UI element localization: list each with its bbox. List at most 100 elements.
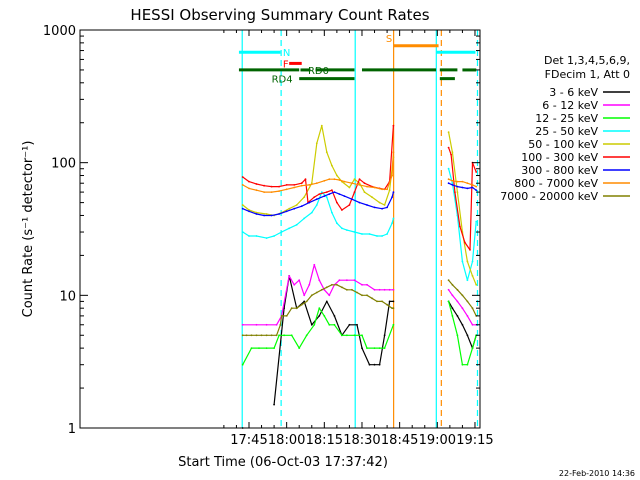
series-point-50-100-kev-7 [295,204,298,206]
series-point-12-25-kev-15 [341,334,343,337]
series-point-25-50-kev-12 [325,196,328,199]
series-point-50-100-kev-27 [456,191,459,194]
series-point-7000-20000-kev-33 [447,279,450,282]
series-point-6-12-kev-30 [471,323,474,326]
series-point-800-7000-kev-25 [451,179,454,182]
series-point-100-300-kev-6 [285,184,288,186]
legend-label-6-12-kev: 6 - 12 keV [542,99,598,112]
series-point-800-7000-kev-10 [315,182,318,185]
plot-frame [79,29,481,429]
series-point-800-7000-kev-20 [381,188,383,191]
series-point-25-50-kev-18 [361,233,363,235]
series-point-6-12-kev-0 [241,323,244,326]
legend-label-800-7000-kev: 800 - 7000 keV [514,177,598,190]
series-100-300-kev [241,124,478,251]
series-point-800-7000-kev-3 [263,191,265,194]
series-point-3-6-kev-11 [348,323,351,326]
series-point-300-800-kev-3 [263,214,265,217]
series-point-300-800-kev-10 [315,198,318,201]
series-point-800-7000-kev-12 [328,178,331,181]
series-point-6-12-kev-2 [265,323,268,326]
series-point-7000-20000-kev-34 [451,283,454,286]
series-800-7000-kev [241,151,478,194]
series-point-100-300-kev-5 [278,185,280,188]
legend-label-25-50-kev: 25 - 50 keV [535,125,598,138]
x-tick-label-5: 19:00 [419,433,456,448]
series-point-3-6-kev-22 [456,315,459,317]
series-point-800-7000-kev-9 [308,184,311,186]
series-point-100-300-kev-11 [313,196,316,199]
series-point-25-50-kev-8 [303,217,306,220]
series-point-300-800-kev-2 [255,213,258,215]
series-point-25-50-kev-3 [265,237,268,240]
series-point-50-100-kev-10 [315,142,318,145]
y-tick-label-1: 10 [59,289,76,304]
series-point-6-12-kev-15 [338,279,341,282]
x-tick-label-6: 19:15 [456,433,493,448]
y-tick-label-3: 1000 [43,24,76,39]
chart-title: HESSI Observing Summary Count Rates [130,6,429,24]
series-point-800-7000-kev-30 [475,185,478,188]
series-point-100-300-kev-0 [241,176,244,178]
series-point-7000-20000-kev-25 [361,294,363,297]
series-point-25-50-kev-5 [280,231,283,233]
series-point-6-12-kev-10 [313,263,316,266]
legend-header-line-1: Det 1,3,4,5,6,9, [544,54,630,67]
series-point-12-25-kev-21 [378,347,381,349]
series-point-300-800-kev-4 [270,214,273,217]
series-point-800-7000-kev-7 [293,186,296,189]
series-point-3-6-kev-9 [333,315,336,317]
series-point-800-7000-kev-17 [358,184,361,186]
series-point-800-7000-kev-6 [285,188,288,191]
series-point-50-100-kev-8 [303,196,306,199]
series-point-800-7000-kev-24 [447,178,450,181]
series-point-800-7000-kev-26 [456,180,459,183]
series-point-7000-20000-kev-20 [336,283,338,286]
flag-rd4-label: RD4 [272,75,293,86]
series-point-3-6-kev-16 [378,363,381,366]
series-point-25-50-kev-14 [336,222,338,225]
series-point-50-100-kev-22 [383,204,386,206]
series-point-12-25-kev-10 [313,323,316,326]
series-point-3-6-kev-19 [392,300,395,303]
series-point-3-6-kev-13 [361,347,363,349]
series-point-300-800-kev-9 [308,201,311,204]
series-point-800-7000-kev-5 [278,190,280,193]
series-point-7000-20000-kev-11 [290,307,293,310]
series-point-7000-20000-kev-32 [392,307,395,310]
series-point-25-50-kev-16 [346,229,348,232]
series-point-25-50-kev-2 [255,235,258,237]
series-point-12-25-kev-16 [346,334,348,337]
series-point-100-300-kev-19 [358,178,361,181]
series-point-800-7000-kev-19 [373,186,376,189]
series-point-6-12-kev-11 [318,279,321,282]
series-point-50-100-kev-6 [288,207,291,210]
series-point-50-100-kev-16 [348,186,351,189]
series-point-100-300-kev-1 [248,180,250,183]
series-point-7000-20000-kev-4 [260,334,263,337]
series-point-300-800-kev-15 [343,195,346,198]
series-point-3-6-kev-8 [325,300,328,303]
series-point-25-50-kev-25 [447,167,450,170]
plot-area: NF S RD0 RD4 [238,30,479,429]
series-point-7000-20000-kev-1 [245,334,248,337]
series-point-12-25-kev-14 [333,323,336,326]
series-point-25-50-kev-28 [461,260,464,263]
series-point-100-300-kev-27 [450,153,452,156]
series-point-300-800-kev-18 [366,204,368,206]
y-tick-label-2: 100 [51,157,76,172]
y-axis: 1 10 100 1000 [43,24,480,437]
series-point-50-100-kev-30 [471,275,474,277]
series-point-300-800-kev-11 [323,195,326,198]
series-point-50-100-kev-14 [336,174,338,177]
series-point-50-100-kev-18 [358,182,361,185]
series-point-7000-20000-kev-21 [341,286,343,289]
series-point-6-12-kev-3 [275,323,278,326]
flag-n: N [238,48,476,59]
series-point-300-800-kev-27 [461,186,464,189]
series-point-6-12-kev-18 [361,283,363,286]
series-point-25-50-kev-26 [451,182,454,185]
series-point-7000-20000-kev-35 [456,288,459,291]
series-point-12-25-kev-23 [392,323,395,326]
